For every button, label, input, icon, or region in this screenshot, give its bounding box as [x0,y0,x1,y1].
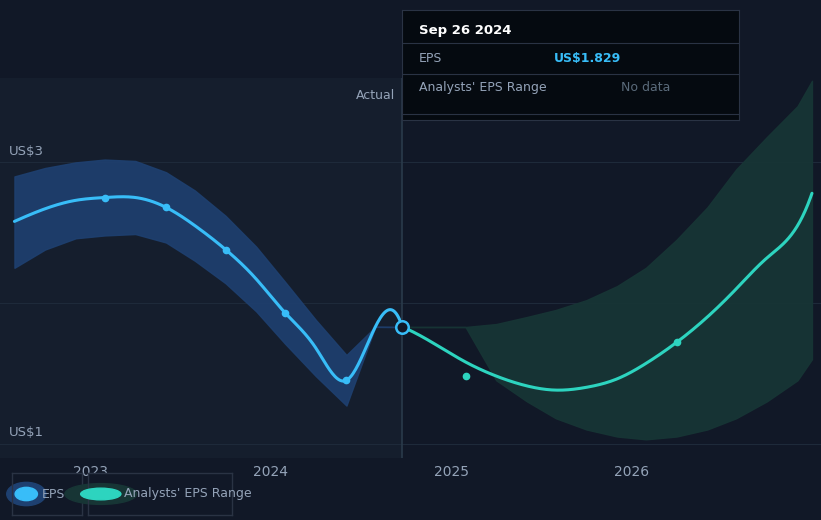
Text: US$3: US$3 [9,145,44,158]
Circle shape [80,488,121,500]
Text: Sep 26 2024: Sep 26 2024 [419,23,511,36]
Text: Actual: Actual [356,89,395,102]
Circle shape [7,483,46,505]
Text: EPS: EPS [42,488,65,500]
Bar [0,78,402,458]
Circle shape [65,484,136,504]
Text: US$1.829: US$1.829 [553,52,621,65]
Text: Analysts' EPS Range: Analysts' EPS Range [124,488,251,500]
Text: Analysts Forecasts: Analysts Forecasts [417,89,533,102]
Bar [402,78,821,458]
Text: EPS: EPS [419,52,443,65]
Text: US$1: US$1 [9,426,44,439]
Text: No data: No data [621,81,671,95]
Text: Analysts' EPS Range: Analysts' EPS Range [419,81,547,95]
Circle shape [15,487,38,501]
